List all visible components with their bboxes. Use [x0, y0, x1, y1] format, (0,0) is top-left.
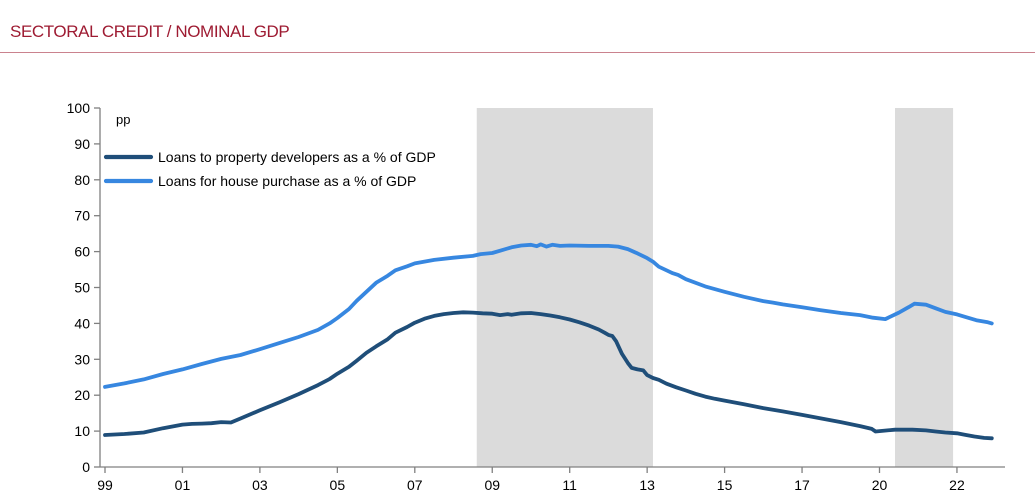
y-tick-label: 20 — [74, 387, 90, 403]
x-tick-label: 17 — [794, 477, 810, 493]
y-tick-label: 70 — [74, 208, 90, 224]
x-tick-label: 01 — [175, 477, 191, 493]
y-tick-label: 80 — [74, 172, 90, 188]
title-underline — [0, 52, 1035, 53]
x-tick-label: 20 — [872, 477, 888, 493]
y-tick-label: 0 — [82, 459, 90, 475]
y-tick-label: 10 — [74, 423, 90, 439]
x-tick-label: 15 — [717, 477, 733, 493]
legend-label: Loans to property developers as a % of G… — [158, 149, 436, 165]
y-axis-unit-label: pp — [116, 112, 130, 127]
y-tick-label: 90 — [74, 136, 90, 152]
series-group — [103, 242, 994, 441]
page-title: SECTORAL CREDIT / NOMINAL GDP — [10, 22, 290, 41]
x-tick-label: 22 — [949, 477, 965, 493]
y-tick-label: 30 — [74, 351, 90, 367]
x-tick-label: 99 — [97, 477, 113, 493]
y-tick-label: 50 — [74, 280, 90, 296]
shaded-band — [894, 108, 954, 467]
series-line — [103, 310, 994, 441]
shaded-bands-group — [476, 108, 954, 467]
axes-group — [94, 107, 1005, 473]
x-tick-label: 09 — [484, 477, 500, 493]
series-line — [103, 242, 994, 389]
shaded-band — [476, 108, 653, 467]
y-tick-label: 100 — [67, 100, 91, 116]
legend-group: Loans to property developers as a % of G… — [103, 149, 436, 189]
x-tick-label: 13 — [639, 477, 655, 493]
y-tick-label: 40 — [74, 315, 90, 331]
x-tick-label: 11 — [562, 477, 577, 493]
axis-labels-group: 0 10 20 30 40 50 60 70 80 90 100 99 01 03 05 07 09 11 13 15… — [67, 100, 965, 493]
legend-label: Loans for house purchase as a % of GDP — [158, 173, 416, 189]
x-tick-label: 05 — [330, 477, 346, 493]
x-tick-label: 07 — [407, 477, 423, 493]
x-tick-label: 03 — [252, 477, 268, 493]
y-tick-label: 60 — [74, 244, 90, 260]
chart-header: SECTORAL CREDIT / NOMINAL GDP — [0, 0, 1035, 53]
